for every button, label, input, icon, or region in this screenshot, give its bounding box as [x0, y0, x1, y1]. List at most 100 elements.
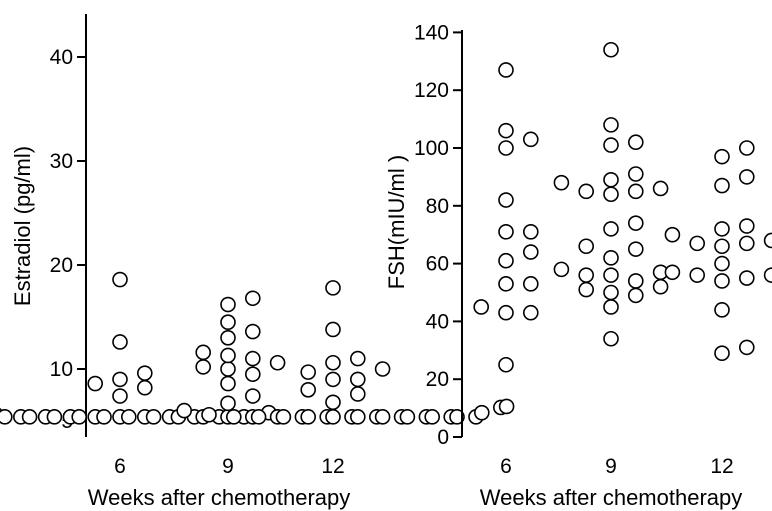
estradiol-x-tick-label: 9	[222, 455, 234, 478]
estradiol-point-week-12	[325, 321, 341, 338]
estradiol-y-axis-title: Estradiol (pg/ml)	[10, 146, 35, 306]
fsh-point-week-9	[578, 267, 595, 283]
fsh-point-week-6	[522, 304, 539, 321]
estradiol-point-week-12	[349, 350, 366, 367]
fsh-point-week-9	[603, 284, 619, 301]
fsh-x-tick-label: 12	[710, 455, 733, 478]
estradiol-point-week-12	[374, 409, 391, 425]
estradiol-point-week-12	[176, 402, 192, 419]
fsh-point-week-9	[652, 180, 669, 197]
fsh-point-week-12	[714, 302, 730, 318]
estradiol-point-week-6	[137, 379, 153, 396]
fsh-points	[473, 41, 772, 373]
fsh-point-week-9	[553, 174, 570, 191]
estradiol-point-week-9	[245, 388, 261, 404]
fsh-point-week-12	[664, 226, 681, 243]
estradiol-x-axis-title: Weeks after chemotherapy	[88, 485, 351, 510]
fsh-point-week-9	[627, 273, 644, 289]
estradiol-y-ticks: 510203040	[50, 46, 86, 433]
fsh-point-week-6	[498, 122, 514, 139]
fsh-point-week-6	[522, 224, 539, 240]
fsh-point-week-6	[498, 192, 514, 208]
estradiol-point-week-9	[269, 354, 286, 371]
fsh-point-week-12	[714, 148, 730, 165]
estradiol-point-week-12	[473, 404, 490, 421]
estradiol-point-week-12	[300, 364, 317, 380]
fsh-x-axis-title: Weeks after chemotherapy	[480, 485, 743, 510]
fsh-point-week-9	[652, 278, 669, 295]
estradiol-point-week-12	[349, 386, 366, 402]
estradiol-point-week-9	[71, 409, 87, 425]
fsh-point-week-12	[763, 267, 772, 283]
fsh-point-week-12	[738, 270, 755, 286]
fsh-point-week-9	[627, 287, 644, 304]
fsh-point-week-12	[738, 218, 755, 234]
estradiol-point-week-9	[220, 347, 236, 364]
estradiol-point-week-6	[112, 388, 128, 404]
estradiol-point-week-12	[226, 409, 242, 425]
fsh-point-week-9	[603, 267, 619, 283]
fsh-y-tick-label: 140	[414, 21, 449, 44]
estradiol-point-week-9	[220, 395, 236, 412]
fsh-point-week-12	[714, 345, 730, 361]
estradiol-point-week-9	[245, 366, 261, 383]
fsh-point-week-12	[738, 339, 755, 356]
estradiol-point-week-9	[245, 323, 261, 340]
estradiol-point-week-9	[245, 290, 261, 307]
estradiol-point-week-9	[220, 314, 236, 331]
estradiol-point-week-12	[300, 409, 317, 425]
fsh-point-week-9	[627, 215, 644, 231]
fsh-point-week-12	[689, 267, 706, 283]
estradiol-point-week-9	[46, 409, 63, 425]
estradiol-y-tick-label: 10	[50, 358, 73, 381]
fsh-point-week-12	[714, 273, 730, 289]
estradiol-y-tick-label: 40	[50, 46, 73, 69]
fsh-x-tick-label: 6	[500, 455, 512, 478]
fsh-point-week-12	[738, 169, 755, 185]
fsh-point-week-6	[522, 131, 539, 148]
fsh-y-tick-label: 60	[426, 253, 449, 276]
fsh-point-week-6	[498, 276, 514, 292]
estradiol-point-week-9	[145, 409, 162, 425]
fsh-x-tick-label: 9	[605, 455, 617, 478]
fsh-point-week-9	[578, 281, 595, 298]
estradiol-point-week-12	[250, 409, 267, 425]
fsh-point-week-6	[498, 224, 514, 240]
estradiol-point-week-9	[195, 359, 211, 375]
fsh-point-week-9	[603, 171, 619, 188]
fsh-point-week-9	[603, 250, 619, 266]
estradiol-y-tick-label: 30	[50, 150, 73, 173]
fsh-point-week-12	[763, 232, 772, 249]
fsh-point-week-6	[498, 304, 514, 321]
estradiol-point-week-9	[220, 329, 236, 346]
estradiol-x-tick-label: 6	[114, 455, 126, 478]
fsh-point-week-9	[603, 137, 619, 153]
fsh-point-week-9	[603, 117, 619, 133]
fsh-point-week-12	[738, 140, 755, 156]
estradiol-point-week-9	[21, 409, 38, 425]
fsh-point-week-12	[738, 235, 755, 252]
estradiol-x-ticks: 6 9 12	[114, 455, 345, 478]
estradiol-points	[0, 271, 515, 425]
fsh-point-week-9	[627, 134, 644, 151]
fsh-point-week-12	[714, 177, 730, 194]
estradiol-point-week-6	[112, 371, 128, 388]
fsh-y-ticks: 0 20 40 60 80 100 120 140	[414, 21, 462, 449]
fsh-point-week-6	[498, 252, 514, 269]
fsh-point-week-9	[603, 186, 619, 203]
estradiol-point-week-9	[121, 409, 137, 425]
fsh-point-week-9	[578, 238, 595, 255]
fsh-point-week-9	[627, 183, 644, 200]
estradiol-x-tick-label: 12	[321, 455, 344, 478]
fsh-point-week-9	[627, 241, 644, 257]
fsh-point-week-9	[603, 299, 619, 315]
estradiol-point-week-12	[349, 409, 366, 425]
estradiol-point-week-12	[374, 361, 391, 377]
estradiol-point-week-12	[325, 409, 341, 425]
estradiol-point-week-12	[325, 280, 341, 296]
estradiol-point-week-12	[325, 354, 341, 371]
estradiol-point-week-9	[96, 409, 112, 425]
fsh-y-tick-label: 0	[437, 426, 449, 449]
estradiol-point-week-9	[195, 344, 211, 361]
